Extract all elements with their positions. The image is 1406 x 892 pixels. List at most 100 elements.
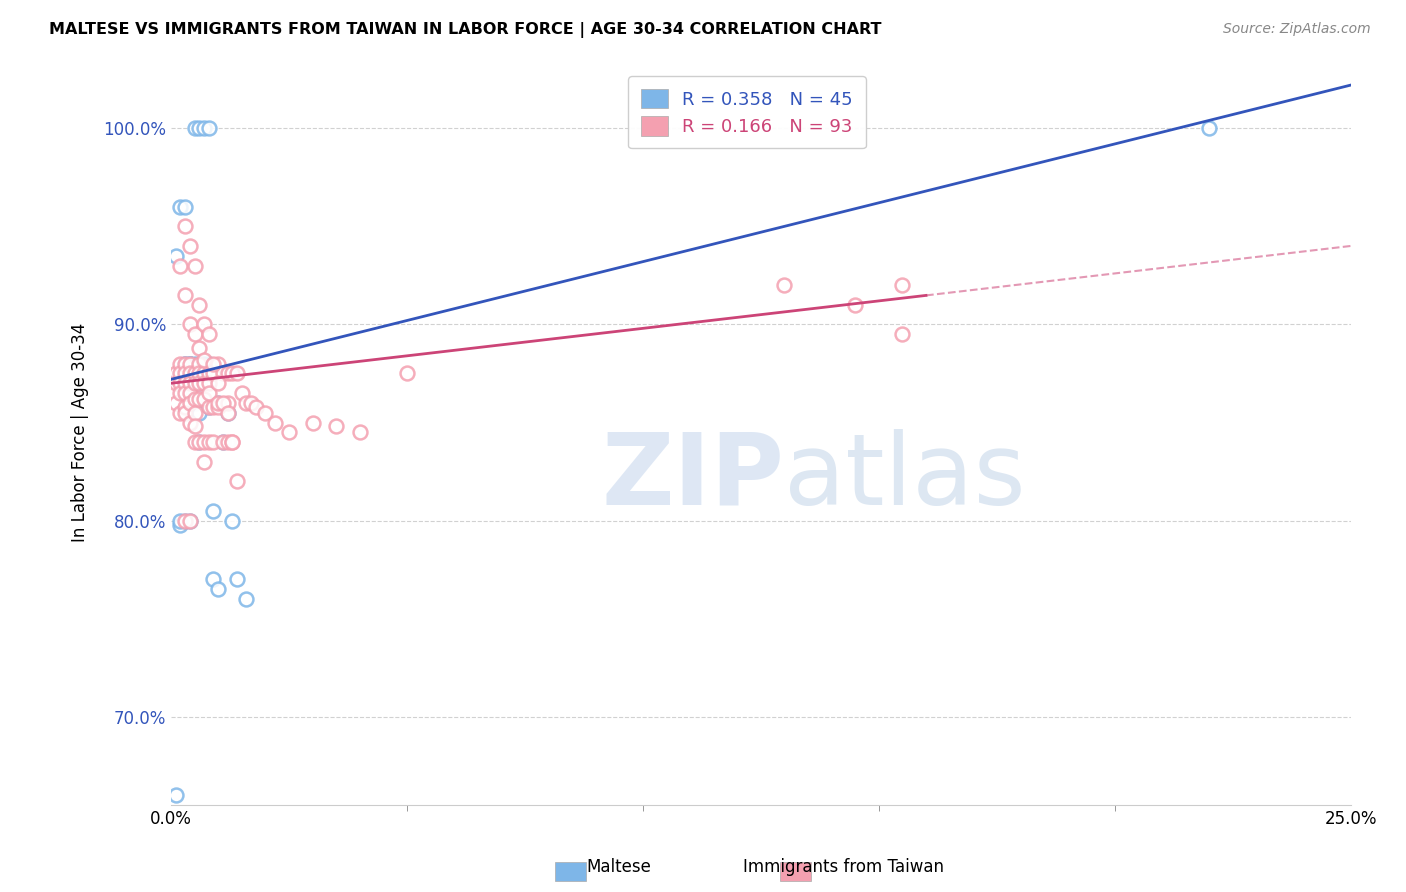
Point <box>197 400 219 414</box>
Point <box>197 121 219 136</box>
Point <box>197 386 219 401</box>
Point <box>207 582 229 597</box>
Point <box>169 200 191 214</box>
Legend: R = 0.358   N = 45, R = 0.166   N = 93: R = 0.358 N = 45, R = 0.166 N = 93 <box>628 76 866 148</box>
Point <box>174 376 197 391</box>
Point <box>183 367 205 381</box>
Point <box>179 386 201 401</box>
Point <box>217 406 239 420</box>
Point <box>221 435 243 450</box>
Point <box>207 357 229 371</box>
Point <box>188 341 211 355</box>
Point <box>395 367 418 381</box>
Point <box>217 396 239 410</box>
Point <box>174 288 197 302</box>
Point <box>197 367 219 381</box>
Point <box>325 419 347 434</box>
Point <box>254 406 277 420</box>
Point <box>188 121 211 136</box>
Point <box>891 327 914 342</box>
Point <box>174 867 197 881</box>
Point <box>193 365 215 379</box>
Point <box>174 367 197 381</box>
Point <box>169 386 191 401</box>
Point <box>169 259 191 273</box>
Point <box>179 318 201 332</box>
Text: atlas: atlas <box>785 428 1026 525</box>
Point <box>183 419 205 434</box>
Point <box>212 435 235 450</box>
Point <box>202 367 225 381</box>
Point <box>193 435 215 450</box>
Point <box>188 392 211 406</box>
Point <box>174 514 197 528</box>
Point <box>169 367 191 381</box>
Point <box>183 327 205 342</box>
Point <box>202 504 225 518</box>
Point <box>183 259 205 273</box>
Point <box>179 357 201 371</box>
Point <box>188 406 211 420</box>
Point <box>891 278 914 293</box>
Point <box>188 365 211 379</box>
Point <box>169 357 191 371</box>
Point <box>179 357 201 371</box>
Point <box>188 367 211 381</box>
Point <box>169 828 191 842</box>
Point <box>165 376 187 391</box>
Point <box>183 121 205 136</box>
Point <box>188 435 211 450</box>
Text: Immigrants from Taiwan: Immigrants from Taiwan <box>744 858 943 876</box>
Point <box>212 435 235 450</box>
Text: Source: ZipAtlas.com: Source: ZipAtlas.com <box>1223 22 1371 37</box>
Point <box>193 352 215 367</box>
Point <box>174 200 197 214</box>
Point <box>183 406 205 420</box>
Point <box>174 406 197 420</box>
Point <box>193 318 215 332</box>
Point <box>193 376 215 391</box>
Point <box>165 367 187 381</box>
Point <box>188 376 211 391</box>
Point <box>226 573 249 587</box>
Point <box>179 514 201 528</box>
Point <box>193 121 215 136</box>
Point <box>202 357 225 371</box>
Point <box>844 298 866 312</box>
Point <box>183 396 205 410</box>
Point <box>183 367 205 381</box>
Point <box>202 435 225 450</box>
Point <box>226 475 249 489</box>
Point <box>207 376 229 391</box>
Point <box>202 400 225 414</box>
Point <box>235 592 257 607</box>
Point <box>174 386 197 401</box>
Y-axis label: In Labor Force | Age 30-34: In Labor Force | Age 30-34 <box>72 323 89 542</box>
Point <box>235 396 257 410</box>
Point <box>197 327 219 342</box>
Point <box>197 376 219 391</box>
Point <box>193 392 215 406</box>
Text: Maltese: Maltese <box>586 858 651 876</box>
Point <box>245 400 267 414</box>
Point <box>226 367 249 381</box>
Point <box>174 357 197 371</box>
Point <box>773 278 796 293</box>
Point <box>188 376 211 391</box>
Point <box>207 396 229 410</box>
Point <box>301 416 323 430</box>
Point <box>183 435 205 450</box>
Point <box>174 357 197 371</box>
Point <box>221 435 243 450</box>
Point <box>174 367 197 381</box>
Point <box>278 425 301 440</box>
Point <box>197 435 219 450</box>
Point <box>1198 121 1220 136</box>
Point <box>165 789 187 803</box>
Point <box>174 219 197 234</box>
Point <box>202 573 225 587</box>
Point <box>221 367 243 381</box>
Point <box>188 298 211 312</box>
Point <box>169 406 191 420</box>
Point <box>179 357 201 371</box>
